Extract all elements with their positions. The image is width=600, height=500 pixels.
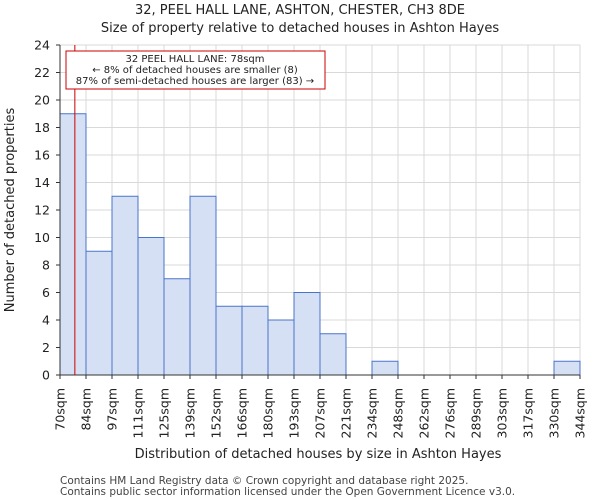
y-tick-label: 16: [34, 148, 50, 163]
bar: [189, 195, 217, 376]
x-tick-label: 152sqm: [209, 388, 224, 438]
chart-title-line-2: Size of property relative to detached ho…: [101, 21, 500, 36]
x-tick-label: 166sqm: [235, 388, 250, 438]
x-tick-label: 125sqm: [157, 388, 172, 438]
bar: [319, 333, 347, 376]
y-tick-label: 14: [34, 175, 50, 190]
y-tick-label: 0: [42, 368, 50, 383]
bar: [371, 360, 399, 376]
y-tick-label: 20: [34, 93, 50, 108]
annotation-rect: [65, 50, 326, 90]
y-tick-label: 10: [34, 230, 50, 245]
y-tick-label: 18: [34, 120, 50, 135]
x-tick-label: 344sqm: [573, 388, 588, 438]
x-tick-label: 330sqm: [547, 388, 562, 438]
x-tick-label: 207sqm: [313, 388, 328, 438]
x-axis-label: Distribution of detached houses by size …: [135, 447, 502, 462]
bar: [553, 360, 581, 376]
x-tick-label: 139sqm: [183, 388, 198, 438]
x-tick-label: 84sqm: [79, 388, 94, 431]
credit-line-1: Contains HM Land Registry data © Crown c…: [60, 475, 468, 487]
x-tick-label: 303sqm: [495, 388, 510, 438]
bar: [267, 319, 295, 376]
y-tick-label: 6: [42, 285, 50, 300]
annotation-line-1: 32 PEEL HALL LANE: 78sqm: [125, 54, 264, 65]
y-tick-label: 8: [42, 258, 50, 273]
bar: [293, 292, 321, 376]
bar: [163, 278, 191, 376]
x-tick-label: 97sqm: [105, 388, 120, 431]
y-tick-label: 2: [42, 340, 50, 355]
x-tick-label: 193sqm: [287, 388, 302, 438]
x-tick-label: 289sqm: [469, 388, 484, 438]
x-tick-label: 248sqm: [391, 388, 406, 438]
annotation-line-3: 87% of semi-detached houses are larger (…: [76, 76, 314, 87]
x-tick-label: 70sqm: [53, 388, 68, 431]
y-tick-label: 4: [42, 313, 50, 328]
x-tick-label: 276sqm: [443, 388, 458, 438]
x-tick-label: 317sqm: [521, 388, 536, 438]
bar: [111, 195, 139, 376]
chart-title-line-1: 32, PEEL HALL LANE, ASHTON, CHESTER, CH3…: [135, 3, 465, 18]
y-tick-label: 12: [34, 203, 50, 218]
annotation-line-2: ← 8% of detached houses are smaller (8): [92, 65, 298, 76]
bar: [137, 237, 165, 376]
y-tick-label: 22: [34, 65, 50, 80]
bar: [241, 305, 269, 376]
x-tick-label: 180sqm: [261, 388, 276, 438]
bar: [59, 113, 87, 376]
x-tick-label: 234sqm: [365, 388, 380, 438]
annotation-box: 32 PEEL HALL LANE: 78sqm ← 8% of detache…: [65, 50, 326, 90]
bar: [85, 250, 113, 376]
x-tick-label: 262sqm: [417, 388, 432, 438]
x-ticks: 70sqm 84sqm 97sqm 111sqm 125sqm 139sqm 152sqm 1…: [53, 375, 588, 438]
y-tick-label: 24: [34, 38, 50, 53]
bars: [59, 113, 581, 376]
x-tick-label: 221sqm: [339, 388, 354, 438]
y-axis-label: Number of detached properties: [3, 108, 18, 313]
bar: [215, 305, 243, 376]
x-tick-label: 111sqm: [131, 388, 146, 438]
credit-line-2: Contains public sector information licen…: [60, 486, 515, 498]
